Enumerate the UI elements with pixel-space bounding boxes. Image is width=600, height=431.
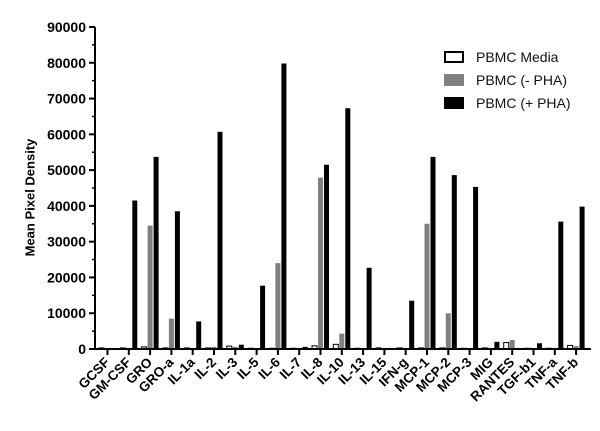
bar (424, 223, 430, 349)
bar (409, 300, 415, 349)
bar (238, 344, 244, 349)
legend-swatch-gray (444, 73, 464, 86)
bar (260, 285, 266, 349)
bar (366, 267, 372, 349)
bar (579, 206, 585, 349)
bar (281, 63, 287, 349)
svg-text:90000: 90000 (47, 19, 86, 35)
bar (573, 346, 579, 349)
bar (558, 221, 564, 349)
svg-text:70000: 70000 (47, 91, 86, 107)
bar (451, 175, 457, 349)
legend-label: PBMC Media (476, 48, 559, 65)
bar (174, 211, 180, 349)
svg-text:10000: 10000 (47, 305, 86, 321)
svg-text:50000: 50000 (47, 162, 86, 178)
bar (275, 263, 281, 349)
svg-text:40000: 40000 (47, 198, 86, 214)
bar (445, 313, 451, 349)
legend-item-media: PBMC Media (444, 45, 571, 68)
bar (345, 108, 351, 350)
bar (473, 186, 479, 349)
legend-item-plus-pha: PBMC (+ PHA) (444, 91, 571, 114)
legend-label: PBMC (- PHA) (476, 71, 567, 88)
bar (196, 321, 202, 349)
legend-swatch-black (444, 96, 464, 109)
svg-text:0: 0 (78, 341, 86, 357)
y-axis: 0 10000 20000 30000 40000 50000 60000 70000 8000… (47, 19, 96, 357)
bar (147, 225, 153, 349)
bar (168, 318, 174, 349)
bars (98, 63, 585, 350)
svg-text:20000: 20000 (47, 269, 86, 285)
bar (430, 156, 436, 349)
bar (494, 341, 500, 349)
bar (232, 346, 238, 349)
y-axis-label: Mean Pixel Density (22, 138, 38, 257)
bar (211, 346, 217, 349)
svg-text:30000: 30000 (47, 234, 86, 250)
bar (318, 177, 323, 349)
bar (324, 164, 329, 349)
bar (132, 200, 138, 349)
bar (302, 346, 308, 349)
svg-text:80000: 80000 (47, 55, 86, 71)
svg-text:60000: 60000 (47, 126, 86, 142)
bar (153, 156, 159, 349)
legend-swatch-white (444, 50, 464, 63)
bar (537, 343, 542, 349)
bar (217, 131, 223, 349)
legend-label: PBMC (+ PHA) (476, 94, 571, 111)
x-axis: GCSFGM-CSFGROGRO-aIL-1aIL-2IL-3IL-5IL-6I… (75, 348, 591, 404)
bar (509, 340, 515, 349)
bar (339, 333, 345, 349)
legend-item-minus-pha: PBMC (- PHA) (444, 68, 571, 91)
legend: PBMC Media PBMC (- PHA) PBMC (+ PHA) (444, 45, 571, 114)
